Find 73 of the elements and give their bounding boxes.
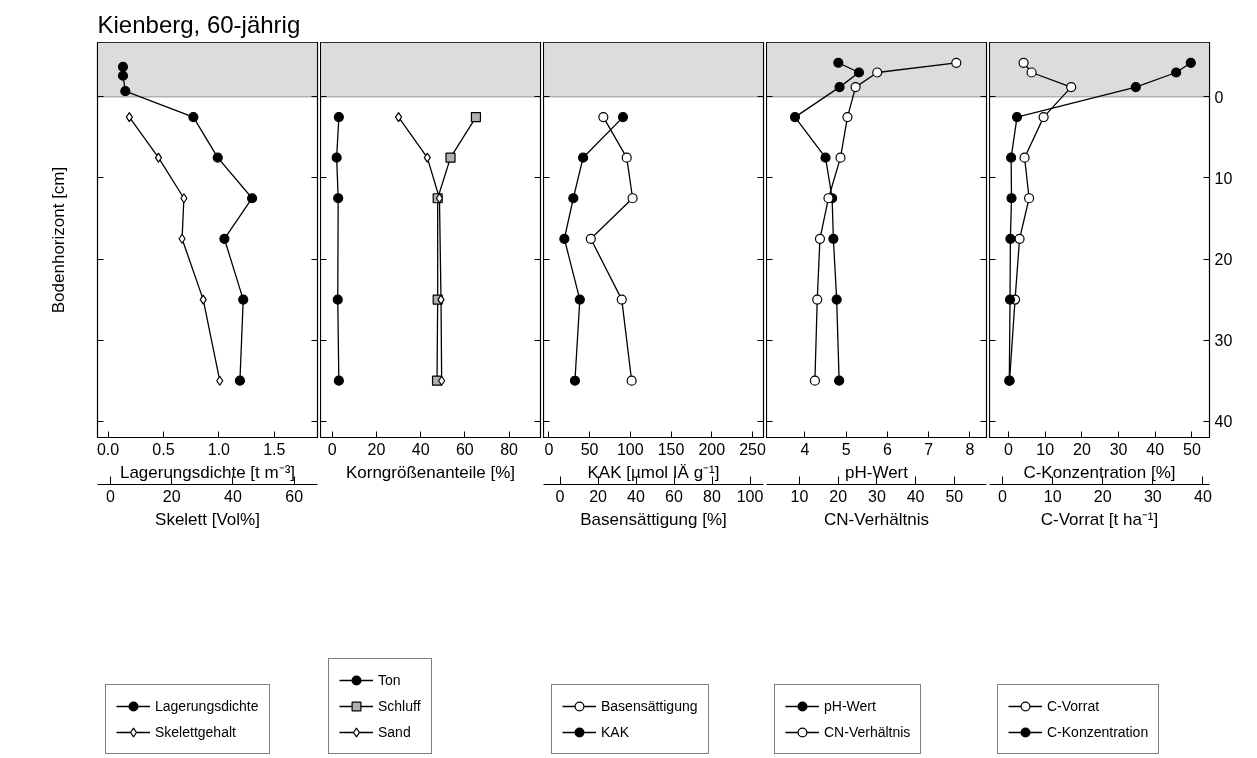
x-tick-label: 8 bbox=[965, 440, 975, 458]
x2-tick-label: 60 bbox=[285, 487, 304, 505]
x2-tick-label: 30 bbox=[1143, 487, 1162, 505]
x-tick-label: 20 bbox=[367, 440, 386, 458]
x-tick-label: 0 bbox=[1004, 440, 1014, 458]
y-tick-label: 40 bbox=[1214, 413, 1233, 431]
x-tick-label: 0.0 bbox=[96, 440, 120, 458]
x-tick-label: 150 bbox=[657, 440, 685, 458]
x2-tick-label: 0 bbox=[105, 487, 115, 505]
y-tick-label: 30 bbox=[1214, 332, 1233, 350]
x-axis-title: Korngrößenanteile [%] bbox=[345, 462, 516, 482]
x2-tick-label: 0 bbox=[555, 487, 565, 505]
x2-axis-title: Skelett [Vol%] bbox=[155, 509, 260, 529]
x-axis-title: C-Konzentration [%] bbox=[1023, 462, 1176, 482]
x2-tick-label: 10 bbox=[790, 487, 809, 505]
x-tick-label: 200 bbox=[698, 440, 726, 458]
x2-tick-label: 100 bbox=[736, 487, 764, 505]
y-tick-label: 10 bbox=[1214, 169, 1233, 187]
x2-axis-title: C-Vorrat [t ha⁻¹] bbox=[1040, 509, 1159, 529]
x2-tick-label: 40 bbox=[224, 487, 242, 505]
x-axis-title: pH-Wert bbox=[845, 462, 909, 482]
legend-label: Lagerungsdichte bbox=[155, 697, 259, 716]
legend-label: KAK bbox=[601, 723, 630, 742]
legend-label: CN-Verhältnis bbox=[824, 723, 911, 742]
x2-tick-label: 50 bbox=[945, 487, 964, 505]
x-tick-label: 6 bbox=[882, 440, 892, 458]
x2-tick-label: 40 bbox=[906, 487, 925, 505]
legend-label: Schluff bbox=[378, 697, 421, 716]
x-tick-label: 60 bbox=[455, 440, 474, 458]
x-tick-label: 50 bbox=[580, 440, 599, 458]
y-tick-label: 20 bbox=[1214, 251, 1233, 269]
x-tick-label: 40 bbox=[1146, 440, 1165, 458]
x-tick-label: 1.0 bbox=[207, 440, 231, 458]
x-tick-label: 0 bbox=[544, 440, 554, 458]
x2-tick-label: 20 bbox=[1093, 487, 1112, 505]
x2-tick-label: 0 bbox=[998, 487, 1008, 505]
x-tick-label: 50 bbox=[1183, 440, 1201, 458]
x-tick-label: 5 bbox=[841, 440, 851, 458]
x-tick-label: 0 bbox=[327, 440, 337, 458]
x2-tick-label: 10 bbox=[1043, 487, 1062, 505]
x2-tick-label: 80 bbox=[703, 487, 722, 505]
x2-tick-label: 20 bbox=[589, 487, 608, 505]
x2-tick-label: 20 bbox=[162, 487, 181, 505]
x-tick-label: 100 bbox=[616, 440, 644, 458]
x2-tick-label: 60 bbox=[665, 487, 684, 505]
legend-label: Sand bbox=[378, 723, 411, 742]
x-tick-label: 20 bbox=[1073, 440, 1091, 458]
chart-title: Kienberg, 60-jährig bbox=[97, 10, 301, 38]
y-tick-label: 0 bbox=[1214, 88, 1224, 106]
x-tick-label: 4 bbox=[800, 440, 810, 458]
x2-tick-label: 40 bbox=[627, 487, 646, 505]
x-tick-label: 7 bbox=[924, 440, 934, 458]
legend-label: Basensättigung bbox=[601, 697, 698, 716]
legend-label: pH-Wert bbox=[824, 697, 876, 716]
x2-axis-title: CN-Verhältnis bbox=[824, 509, 929, 529]
x-tick-label: 30 bbox=[1109, 440, 1128, 458]
legend-label: C-Konzentration bbox=[1047, 723, 1149, 742]
x2-axis-title: Basensättigung [%] bbox=[580, 509, 727, 529]
x2-tick-label: 30 bbox=[867, 487, 886, 505]
x-tick-label: 10 bbox=[1036, 440, 1055, 458]
x-tick-label: 0.5 bbox=[152, 440, 175, 458]
x-axis-title: KAK [µmol IÄ g⁻¹] bbox=[587, 462, 720, 482]
legend-label: C-Vorrat bbox=[1047, 697, 1100, 716]
legend-label: Skelettgehalt bbox=[155, 723, 236, 742]
x-tick-label: 250 bbox=[739, 440, 766, 458]
x-axis-title: Lagerungsdichte [t m⁻³] bbox=[119, 462, 296, 482]
x-tick-label: 1.5 bbox=[263, 440, 286, 458]
x2-tick-label: 40 bbox=[1194, 487, 1212, 505]
legend-label: Ton bbox=[378, 671, 401, 690]
x-tick-label: 80 bbox=[500, 440, 519, 458]
x-tick-label: 40 bbox=[411, 440, 430, 458]
x2-tick-label: 20 bbox=[829, 487, 848, 505]
y-axis-title: Bodenhorizont [cm] bbox=[48, 166, 68, 314]
